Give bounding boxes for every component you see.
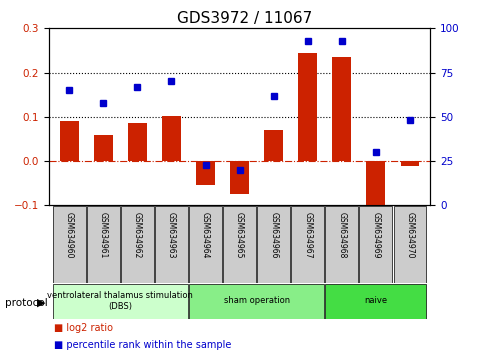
Bar <box>94 135 113 161</box>
Text: GSM634964: GSM634964 <box>201 212 210 258</box>
Text: ventrolateral thalamus stimulation
(DBS): ventrolateral thalamus stimulation (DBS) <box>47 291 193 310</box>
Bar <box>298 53 316 161</box>
FancyBboxPatch shape <box>291 206 324 283</box>
FancyBboxPatch shape <box>257 206 289 283</box>
FancyBboxPatch shape <box>393 206 426 283</box>
Text: protocol: protocol <box>5 298 47 308</box>
FancyBboxPatch shape <box>53 206 85 283</box>
FancyBboxPatch shape <box>121 206 153 283</box>
Bar <box>366 161 385 207</box>
Text: GSM634963: GSM634963 <box>167 212 176 258</box>
Text: ■ percentile rank within the sample: ■ percentile rank within the sample <box>54 341 231 350</box>
Text: GSM634961: GSM634961 <box>99 212 108 258</box>
FancyBboxPatch shape <box>325 284 426 319</box>
Bar <box>332 57 350 161</box>
Bar <box>264 130 283 161</box>
Text: GSM634966: GSM634966 <box>268 212 278 258</box>
FancyBboxPatch shape <box>325 206 357 283</box>
Bar <box>196 161 215 185</box>
Text: GSM634965: GSM634965 <box>235 212 244 258</box>
Bar <box>230 161 248 194</box>
Bar <box>400 161 418 166</box>
Bar <box>128 124 146 161</box>
Text: GSM634962: GSM634962 <box>133 212 142 258</box>
Text: ■ log2 ratio: ■ log2 ratio <box>54 323 113 333</box>
FancyBboxPatch shape <box>223 206 255 283</box>
FancyBboxPatch shape <box>155 206 187 283</box>
Text: GSM634967: GSM634967 <box>303 212 311 258</box>
Text: sham operation: sham operation <box>223 296 289 306</box>
FancyBboxPatch shape <box>189 206 222 283</box>
Bar <box>60 121 79 161</box>
FancyBboxPatch shape <box>359 206 391 283</box>
FancyBboxPatch shape <box>189 284 324 319</box>
Text: naive: naive <box>364 296 386 306</box>
Bar <box>162 116 181 161</box>
Text: GSM634960: GSM634960 <box>65 212 74 258</box>
FancyBboxPatch shape <box>53 284 187 319</box>
Text: ▶: ▶ <box>37 298 45 308</box>
Text: GDS3972 / 11067: GDS3972 / 11067 <box>177 11 311 25</box>
Text: GSM634968: GSM634968 <box>337 212 346 258</box>
Text: GSM634970: GSM634970 <box>405 212 413 258</box>
FancyBboxPatch shape <box>87 206 120 283</box>
Text: GSM634969: GSM634969 <box>370 212 380 258</box>
